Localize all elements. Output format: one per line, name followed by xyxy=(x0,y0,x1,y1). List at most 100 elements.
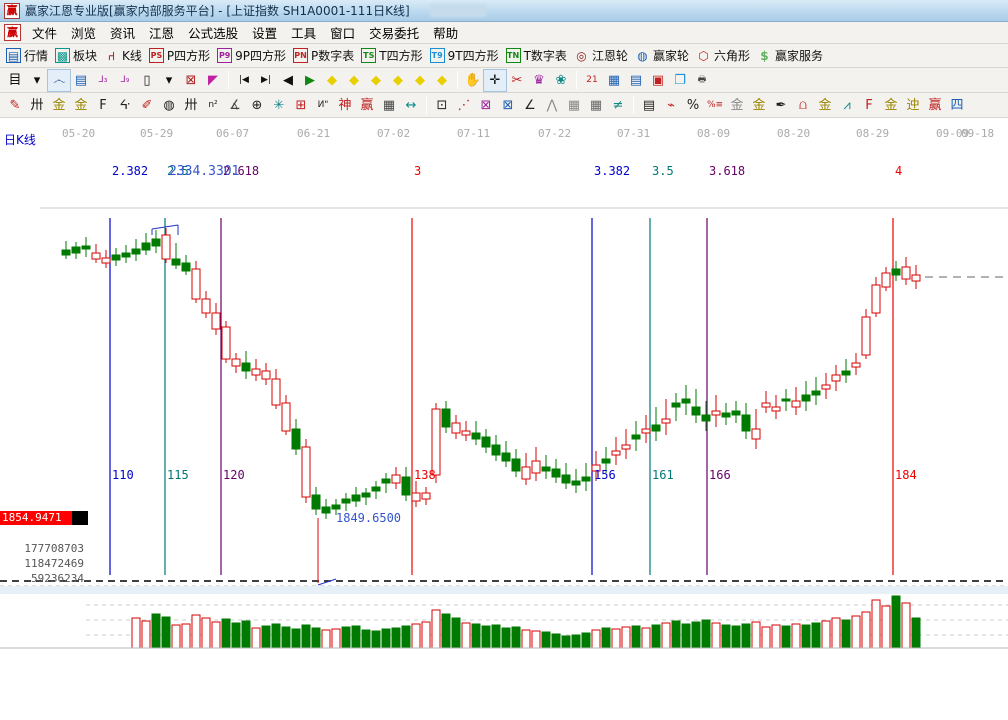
marker-icon[interactable]: ✐ xyxy=(141,97,153,113)
gann-box-icon[interactable]: ⊠ xyxy=(185,72,197,88)
menu-window[interactable]: 窗口 xyxy=(330,26,356,41)
ying-icon[interactable]: 赢 xyxy=(360,97,374,113)
clipboard-icon[interactable]: ▤ xyxy=(74,72,88,88)
trend-line-icon[interactable]: ∠ xyxy=(524,97,536,113)
volume-profile-icon[interactable]: ◤ xyxy=(208,72,218,88)
mesh-grid-icon[interactable]: ▦ xyxy=(567,97,581,113)
calendar-period-icon[interactable]: 目 xyxy=(8,72,22,88)
brain-icon[interactable]: ❀ xyxy=(555,72,567,88)
toolbar-sector[interactable]: ▩ 板块 xyxy=(53,46,102,65)
zoom-vertical-icon[interactable]: ◆ xyxy=(393,72,403,88)
scissors-icon[interactable]: ✂ xyxy=(511,72,523,88)
slash-lines-icon[interactable]: ⩘ xyxy=(843,97,851,113)
square-n2-icon[interactable]: n² xyxy=(208,99,218,110)
pan-right-icon[interactable]: ◆ xyxy=(349,72,359,88)
chevron-down-icon[interactable]: ▾ xyxy=(33,72,41,88)
gold-lines-icon[interactable]: 金 xyxy=(752,97,766,113)
crosshair-icon[interactable]: ✛ xyxy=(483,68,507,92)
gann-square-icon[interactable]: ⊠ xyxy=(480,97,492,113)
copy-icon[interactable]: ❐ xyxy=(674,72,686,88)
percent-fan-icon[interactable]: ⌁ xyxy=(667,97,675,113)
target-cross-icon[interactable]: ⊕ xyxy=(251,97,263,113)
gold-slash-icon[interactable]: 金 xyxy=(884,97,898,113)
gold-ratio-2-icon[interactable]: 金 xyxy=(74,97,88,113)
prev-icon[interactable]: ◀ xyxy=(283,72,293,88)
measure-icon[interactable]: ↔ xyxy=(405,97,417,113)
mesh-grid-2-icon[interactable]: ▦ xyxy=(589,97,603,113)
fan-red-icon[interactable]: ⋰ xyxy=(457,97,471,113)
ink-pen-icon[interactable]: ✒ xyxy=(775,97,787,113)
shen-icon[interactable]: 神 xyxy=(338,97,352,113)
spiral-icon[interactable]: ᔰ xyxy=(119,97,131,113)
menu-formula-screen[interactable]: 公式选股 xyxy=(188,26,239,41)
cycle9-icon[interactable]: ⅃₉ xyxy=(120,74,130,85)
calculator-icon[interactable]: ▦ xyxy=(607,72,621,88)
box-frame-icon[interactable]: ⊡ xyxy=(436,97,448,113)
grid-lines-icon[interactable]: 卅 xyxy=(30,97,44,113)
comb-lines-icon[interactable]: 卅 xyxy=(184,97,198,113)
chart-area[interactable] xyxy=(0,126,1008,649)
toolbar-gann-wheel[interactable]: ◎ 江恩轮 xyxy=(572,46,633,65)
toolbar-winner-service[interactable]: $ 赢家服务 xyxy=(755,46,828,65)
zigzag-gold-icon[interactable]: 迚 xyxy=(906,97,920,113)
menu-trade-order[interactable]: 交易委托 xyxy=(369,26,420,41)
print-icon[interactable]: 🖶 xyxy=(697,74,707,85)
fan-lines-icon[interactable]: F xyxy=(99,97,107,113)
menu-news[interactable]: 资讯 xyxy=(110,26,136,41)
zigzag-icon[interactable]: ⋀ xyxy=(546,97,558,113)
toolbar-winner-wheel[interactable]: ◍ 赢家轮 xyxy=(633,46,694,65)
skip-last-icon[interactable]: ▶| xyxy=(261,74,271,85)
indicator-wave-icon[interactable]: ෴ xyxy=(47,68,71,92)
arc-circle-icon[interactable]: ◍ xyxy=(163,97,175,113)
quote-mark-icon[interactable]: И" xyxy=(317,99,329,110)
toolbar-hexagon[interactable]: ⬡ 六角形 xyxy=(694,46,755,65)
toolbar-9t-square[interactable]: T9 9T四方形 xyxy=(428,46,504,65)
menu-tools[interactable]: 工具 xyxy=(291,26,317,41)
gold-underline-icon[interactable]: 金 xyxy=(818,97,832,113)
f-lines-icon[interactable]: F xyxy=(865,97,873,113)
star-cross-icon[interactable]: ✳ xyxy=(273,97,285,113)
cycle3-icon[interactable]: ⅃₃ xyxy=(98,74,108,85)
book-icon[interactable]: ▤ xyxy=(642,97,656,113)
pan-left-icon[interactable]: ◆ xyxy=(327,72,337,88)
ying-red-icon[interactable]: 赢 xyxy=(928,97,942,113)
menu-gann[interactable]: 江恩 xyxy=(149,26,175,41)
kline-chart-canvas[interactable] xyxy=(0,126,1008,720)
volume-axis-tick: 118472469 xyxy=(24,557,84,570)
percent-icon[interactable]: % xyxy=(686,97,700,113)
zoom-horizontal-icon[interactable]: ◆ xyxy=(371,72,381,88)
zoom-in-icon[interactable]: ◆ xyxy=(415,72,425,88)
arch-icon[interactable]: ⩍ xyxy=(798,97,808,113)
skip-first-icon[interactable]: |◀ xyxy=(239,74,249,85)
menu-browse[interactable]: 浏览 xyxy=(71,26,97,41)
save-icon[interactable]: ▣ xyxy=(651,72,665,88)
percent-lines-icon[interactable]: %≡ xyxy=(706,99,724,110)
toolbar-9p-square[interactable]: P9 9P四方形 xyxy=(215,46,291,65)
diagonal-box-icon[interactable]: ⊠ xyxy=(502,97,514,113)
menu-help[interactable]: 帮助 xyxy=(433,26,459,41)
toolbar-kline[interactable]: ⑁ K线 xyxy=(102,46,147,65)
next-icon[interactable]: ▶ xyxy=(305,72,315,88)
toolbar-t-number-table[interactable]: TN T数字表 xyxy=(504,46,572,65)
angle-lines-icon[interactable]: ∡ xyxy=(229,97,241,113)
menu-file[interactable]: 文件 xyxy=(32,26,58,41)
toolbar-quotes[interactable]: ▤ 行情 xyxy=(4,46,53,65)
crown-icon[interactable]: ♛ xyxy=(533,72,545,88)
toolbar-t-square[interactable]: TS T四方形 xyxy=(359,46,427,65)
boxed-grid-icon[interactable]: ⊞ xyxy=(295,97,307,113)
calendar-21-icon[interactable]: 21 xyxy=(586,74,598,85)
gold-circle-icon[interactable]: 金 xyxy=(730,97,744,113)
menu-settings[interactable]: 设置 xyxy=(252,26,278,41)
chevron-down-icon[interactable]: ▾ xyxy=(165,72,173,88)
toolbar-p-square[interactable]: PS P四方形 xyxy=(147,46,215,65)
toolbar-p-number-table[interactable]: PN P数字表 xyxy=(291,46,359,65)
vertical-bar-icon[interactable]: ▯ xyxy=(143,72,151,88)
hand-pan-icon[interactable]: ✋ xyxy=(464,72,482,88)
ladder-icon[interactable]: ▦ xyxy=(382,97,396,113)
parallel-lines-icon[interactable]: ≠ xyxy=(612,97,624,113)
notes-icon[interactable]: ▤ xyxy=(629,72,643,88)
pen-draw-icon[interactable]: ✎ xyxy=(9,97,21,113)
four-square-icon[interactable]: 四 xyxy=(950,97,964,113)
zoom-fit-icon[interactable]: ◆ xyxy=(437,72,447,88)
gold-ratio-1-icon[interactable]: 金 xyxy=(52,97,66,113)
